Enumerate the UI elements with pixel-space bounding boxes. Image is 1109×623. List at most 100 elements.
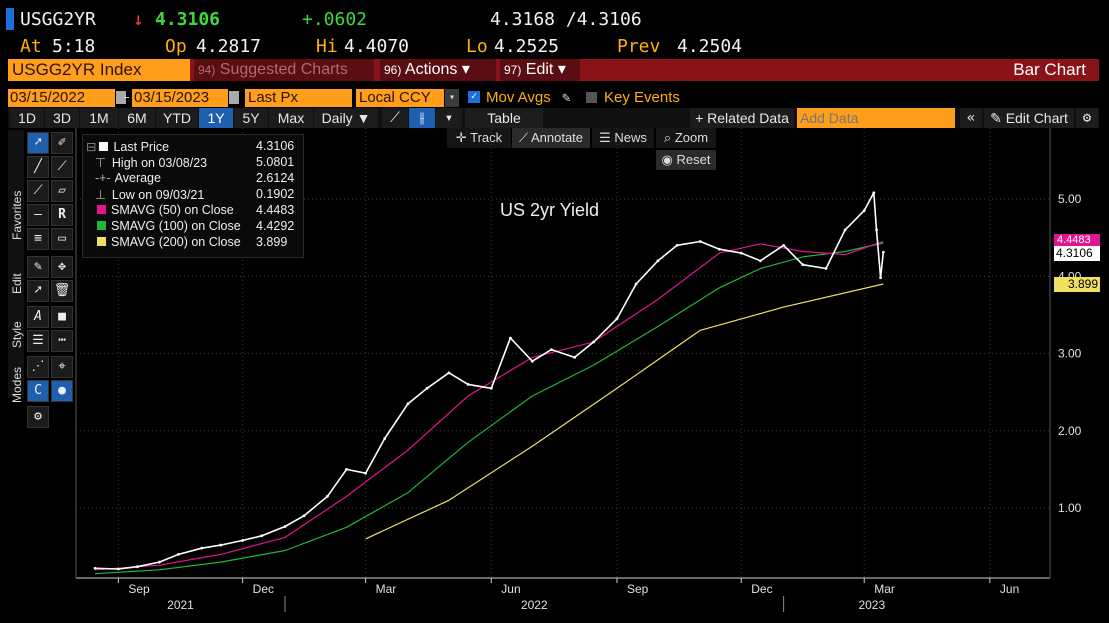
tab-modes[interactable]: Modes: [10, 366, 24, 403]
chart-type-dropdown-icon[interactable]: ▾: [436, 108, 462, 128]
frequency-select[interactable]: Daily ▼: [314, 108, 378, 128]
end-date-field[interactable]: 03/15/2023: [132, 89, 228, 107]
edit-label: Edit ▾: [525, 61, 566, 78]
price-point: [875, 228, 878, 232]
rectangle-icon[interactable]: ▭: [51, 228, 73, 250]
segment-icon[interactable]: ⟋: [27, 180, 49, 202]
table-button[interactable]: Table: [465, 108, 543, 128]
x-tick-label: Dec: [751, 582, 772, 596]
suggested-charts-button[interactable]: 94) Suggested Charts: [194, 59, 374, 81]
price-point: [136, 565, 139, 569]
news-button[interactable]: ☰ News: [592, 128, 654, 148]
edit-menu[interactable]: 97) Edit ▾: [500, 59, 580, 81]
track-label: Track: [470, 130, 503, 145]
collapse-icon[interactable]: «: [960, 108, 982, 128]
actions-menu[interactable]: 96) Actions ▾: [380, 59, 496, 81]
trash-icon[interactable]: 🗑: [51, 280, 73, 302]
price-point: [698, 240, 702, 243]
zoom-icon: ⌕: [663, 130, 675, 145]
line-weight-icon[interactable]: ☰: [27, 330, 49, 352]
key-events-label[interactable]: Key Events: [604, 89, 680, 106]
news-label: News: [614, 130, 647, 145]
annotate-pen-icon[interactable]: ✐: [51, 132, 73, 154]
line-chart-icon[interactable]: ⟋: [382, 108, 408, 128]
price-point: [718, 247, 721, 251]
reset-icon: ◉: [661, 152, 677, 167]
mov-avgs-label[interactable]: Mov Avgs: [486, 89, 551, 106]
move-icon[interactable]: ✥: [51, 256, 73, 278]
reset-button[interactable]: ◉ Reset: [656, 150, 716, 170]
calendar-icon[interactable]: [229, 91, 239, 104]
mov-avgs-checkbox[interactable]: ✓: [468, 91, 480, 103]
field-select[interactable]: Last Px: [245, 89, 352, 107]
range-6m[interactable]: 6M: [119, 108, 155, 128]
fill-color-icon[interactable]: ■: [51, 306, 73, 328]
at-value: 5:18: [52, 36, 96, 57]
palette-icon[interactable]: ●: [51, 380, 73, 402]
range-5y[interactable]: 5Y: [234, 108, 268, 128]
prev-value: 4.2504: [677, 36, 743, 57]
text-tool-icon[interactable]: R: [51, 204, 73, 226]
quote-line-2: At 5:18 Op 4.2817 Hi 4.4070 Lo 4.2525 Pr…: [20, 36, 1100, 58]
edit-chart-button[interactable]: ✎ Edit Chart: [984, 108, 1074, 128]
select-add-icon[interactable]: ➚: [27, 280, 49, 302]
start-date-field[interactable]: 03/15/2022: [8, 89, 115, 107]
legend-value: 0.1902: [256, 187, 295, 201]
ticker-marker: [6, 8, 14, 30]
range-ytd[interactable]: YTD: [156, 108, 198, 128]
gear-icon[interactable]: ⚙: [1076, 108, 1098, 128]
trendline-icon[interactable]: ╱: [27, 156, 49, 178]
x-tick-label: Dec: [253, 582, 274, 596]
channel-icon[interactable]: ▱: [51, 180, 73, 202]
snap-icon[interactable]: ⌖: [51, 356, 73, 378]
brush-icon[interactable]: ✎: [27, 256, 49, 278]
magnet-icon[interactable]: C: [27, 380, 49, 402]
tab-edit[interactable]: Edit: [10, 273, 24, 294]
font-icon[interactable]: A: [27, 306, 49, 328]
key-events-checkbox[interactable]: [586, 92, 597, 103]
left-tab-strip: [8, 130, 24, 398]
price-point: [509, 336, 512, 340]
legend-value: 3.899: [256, 235, 288, 249]
tab-style[interactable]: Style: [10, 321, 24, 348]
calendar-icon[interactable]: [116, 91, 126, 104]
ray-icon[interactable]: ⟋: [51, 156, 73, 178]
legend-label: Average: [114, 171, 161, 185]
related-data-button[interactable]: + Related Data: [690, 108, 794, 128]
price-point: [592, 340, 596, 344]
legend-row: ⊤ High on 03/08/23: [95, 156, 208, 170]
tab-favorites[interactable]: Favorites: [10, 190, 24, 240]
annotate-button[interactable]: ⟋ Annotate: [512, 128, 590, 148]
legend-value: 4.4483: [256, 203, 295, 217]
range-1d[interactable]: 1D: [10, 108, 44, 128]
settings-gear-icon[interactable]: ⚙: [27, 406, 49, 428]
x-tick-label: Sep: [627, 582, 649, 596]
price-point: [325, 495, 329, 498]
currency-select[interactable]: Local CCY: [356, 89, 444, 107]
pencil-icon[interactable]: ✎: [562, 90, 571, 106]
price-point: [345, 467, 348, 471]
track-button[interactable]: ✛ Track: [447, 128, 511, 148]
crosshair-icon[interactable]: ⋰: [27, 356, 49, 378]
range-1m[interactable]: 1M: [80, 108, 118, 128]
range-max[interactable]: Max: [269, 108, 313, 128]
legend-value: 4.4292: [256, 219, 295, 233]
price-point: [157, 560, 161, 564]
fib-icon[interactable]: ≡: [27, 228, 49, 250]
currency-dropdown-icon[interactable]: ▾: [445, 89, 459, 107]
zoom-button[interactable]: ⌕ Zoom: [656, 128, 716, 148]
horizontal-line-icon[interactable]: —: [27, 204, 49, 226]
chart-legend[interactable]: [82, 134, 304, 258]
security-field[interactable]: USGG2YR Index: [8, 59, 190, 81]
add-data-input[interactable]: [797, 108, 955, 128]
bar-chart-icon[interactable]: ⫲: [409, 108, 435, 128]
actions-label: Actions ▾: [404, 61, 470, 78]
sma200-marker: 3.899: [1054, 277, 1100, 292]
line-style-icon[interactable]: ┅: [51, 330, 73, 352]
price-point: [801, 263, 805, 267]
price-point: [881, 250, 885, 254]
range-3d[interactable]: 3D: [45, 108, 79, 128]
price-point: [406, 402, 410, 406]
range-1y[interactable]: 1Y: [199, 108, 233, 128]
pointer-icon[interactable]: ➚: [27, 132, 49, 154]
